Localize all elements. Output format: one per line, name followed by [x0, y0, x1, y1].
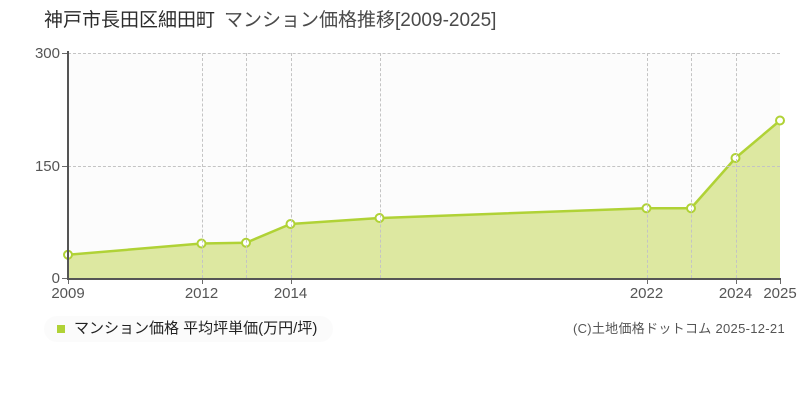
x-axis-tick-label: 2024 — [718, 285, 753, 302]
chart-title-location: 神戸市長田区細田町 — [44, 10, 216, 31]
chart-legend: マンション価格 平均坪単価(万円/坪) — [44, 316, 334, 342]
copyright-credit: (C)土地価格ドットコム 2025-12-21 — [572, 321, 785, 336]
x-axis-tick — [735, 278, 737, 284]
gridline-horizontal — [68, 165, 780, 167]
gridline-horizontal — [68, 53, 780, 54]
y-axis-tick — [62, 278, 68, 279]
x-axis-tick-label: 2014 — [273, 285, 308, 302]
plot-area — [62, 53, 785, 284]
x-axis-tick — [780, 278, 781, 284]
gridline-vertical — [290, 53, 292, 278]
x-axis-tick-label: 2012 — [184, 285, 219, 302]
gridline-vertical — [646, 53, 648, 278]
y-axis-tick-label: 150 — [34, 157, 60, 175]
x-axis-tick-label: 2025 — [763, 285, 797, 302]
gridline-vertical — [691, 53, 692, 278]
legend-series-label: マンション価格 平均坪単価(万円/坪) — [74, 320, 318, 337]
y-axis-tick — [62, 53, 68, 54]
chart-title: 神戸市長田区細田町 マンション価格推移[2009-2025] — [44, 9, 496, 33]
y-axis-tick — [62, 165, 68, 167]
x-axis-labels: 2009 2012 2014 2022 2024 2025 — [51, 285, 796, 306]
y-axis-labels: 0 150 300 — [18, 46, 60, 286]
gridline-vertical — [246, 53, 247, 278]
series-area-fill — [68, 120, 780, 278]
legend-color-swatch — [57, 325, 65, 333]
y-axis-tick-label: 0 — [51, 270, 60, 287]
x-axis-line — [67, 278, 781, 280]
data-point-marker[interactable] — [775, 115, 785, 126]
x-axis-tick — [646, 278, 648, 284]
x-axis-tick — [290, 278, 292, 284]
gridline-vertical — [735, 53, 737, 278]
x-axis-tick-label: 2009 — [51, 285, 85, 302]
y-axis-tick-label: 300 — [34, 45, 60, 62]
x-axis-tick — [201, 278, 203, 284]
y-axis-line — [67, 51, 69, 280]
gridline-vertical — [379, 53, 381, 278]
x-axis-tick — [68, 278, 69, 284]
chart-title-metric: マンション価格推移[2009-2025] — [224, 10, 497, 31]
x-axis-tick-label: 2022 — [629, 285, 664, 302]
gridline-vertical — [201, 53, 203, 278]
